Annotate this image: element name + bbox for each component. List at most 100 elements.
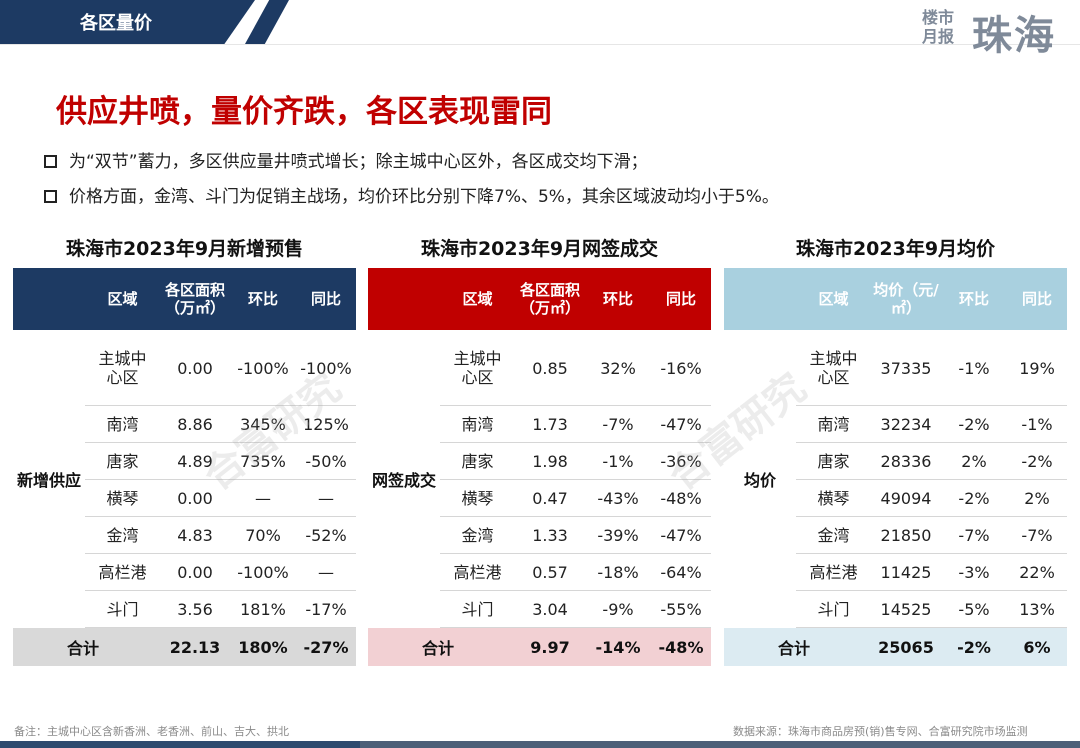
value-cell: 0.00 [177,358,213,378]
total-label: 合计 [421,639,454,658]
row-divider [85,442,356,443]
header-slash-decoration [245,0,289,44]
row-divider [440,479,711,480]
value-cell: -18% [597,563,639,582]
total-row: 合计 25065 -2% 6% [724,628,1067,666]
row-divider [440,405,711,406]
district-cell: 南湾 [817,415,850,434]
value-cell: — [318,563,334,582]
row-divider [796,516,1067,517]
table-row: 横琴 0.00 — — [13,480,356,517]
value-cell: -100% [237,563,289,582]
value-cell: 21850 [880,526,932,545]
value-cell: -7% [1021,526,1053,545]
square-bullet-icon [44,190,57,203]
value-cell: -1% [958,358,990,378]
district-cell: 横琴 [106,489,139,508]
row-divider [440,442,711,443]
table-row: 南湾 8.86 345% 125% [13,406,356,443]
row-divider [796,442,1067,443]
total-value: -14% [595,637,641,657]
value-cell: -47% [660,415,702,434]
bullet-text: 为“双节”蓄力，多区供应量井喷式增长；除主城中心区外，各区成交均下滑； [69,152,648,172]
value-cell: 14525 [880,600,932,619]
table-body: 新增供应 主城中心区 0.00 -100% -100% 南湾 8.86 345% 125% 唐家 4… [13,330,356,628]
row-divider [796,590,1067,591]
value-cell: 32% [600,358,636,378]
total-value: 22.13 [169,637,221,657]
row-divider [85,553,356,554]
district-cell: 横琴 [461,489,494,508]
total-value: 9.97 [530,637,570,657]
row-group-label: 均价 [743,471,776,490]
district-cell: 唐家 [817,452,850,471]
value-cell: -16% [660,358,702,378]
district-cell: 金湾 [106,526,139,545]
value-cell: -100% [237,358,289,378]
value-cell: 3.56 [177,600,213,619]
value-cell: -17% [305,600,347,619]
value-cell: 8.86 [177,415,213,434]
header-band [0,0,255,44]
value-cell: -5% [958,600,990,619]
value-cell: 22% [1019,563,1055,582]
presale-table: 珠海市2023年9月新增预售 区域 各区面积（万㎡） 环比 同比 新增供应 主城中心区 0.0… [13,234,356,666]
value-cell: -55% [660,600,702,619]
total-value: -27% [303,637,349,657]
row-divider [796,405,1067,406]
district-cell: 主城中心区 [453,349,502,387]
value-cell: -7% [602,415,634,434]
table-header-row: 区域 均价（元/㎡） 环比 同比 [724,268,1067,330]
value-cell: -39% [597,526,639,545]
value-cell: -64% [660,563,702,582]
table-row: 金湾 4.83 70% -52% [13,517,356,554]
table-row: 高栏港 0.57 -18% -64% [368,554,711,591]
value-cell: 735% [240,452,286,471]
value-cell: -2% [958,415,990,434]
column-header: 各区面积（万㎡） [519,281,580,317]
table-row: 南湾 32234 -2% -1% [724,406,1067,443]
value-cell: 1.98 [532,452,568,471]
column-header: 同比 [1021,290,1052,308]
bottom-bar-accent [360,741,1080,748]
column-header: 同比 [310,290,341,308]
value-cell: 2% [961,452,987,471]
table-body: 均价 主城中心区 37335 -1% 19% 南湾 32234 -2% -1% 唐家 28336 2%… [724,330,1067,628]
value-cell: -1% [602,452,634,471]
section-title: 各区量价 [80,13,152,34]
value-cell: 345% [240,415,286,434]
value-cell: 4.83 [177,526,213,545]
table-row: 唐家 28336 2% -2% [724,443,1067,480]
value-cell: 19% [1019,358,1055,378]
column-header: 区域 [818,290,849,308]
total-label: 合计 [66,639,99,658]
district-cell: 高栏港 [453,563,502,582]
value-cell: 28336 [880,452,932,471]
value-cell: -7% [958,526,990,545]
row-divider [85,479,356,480]
table-row: 唐家 4.89 735% -50% [13,443,356,480]
total-value: 180% [238,637,288,657]
value-cell: 1.33 [532,526,568,545]
row-divider [440,553,711,554]
column-header: 区域 [107,290,138,308]
value-cell: 0.47 [532,489,568,508]
page-headline: 供应井喷，量价齐跌，各区表现雷同 [56,94,552,130]
table-row: 金湾 1.33 -39% -47% [368,517,711,554]
average-price-table: 珠海市2023年9月均价 区域 均价（元/㎡） 环比 同比 均价 主城中心区 37335 -1%… [724,234,1067,666]
value-cell: -1% [1021,415,1053,434]
table-row: 斗门 3.04 -9% -55% [368,591,711,628]
district-cell: 南湾 [106,415,139,434]
table-header-row: 区域 各区面积（万㎡） 环比 同比 [368,268,711,330]
header-bar: 各区量价 [0,0,1080,44]
district-cell: 金湾 [817,526,850,545]
square-bullet-icon [44,155,57,168]
row-group-label: 新增供应 [16,471,81,490]
value-cell: 0.00 [177,563,213,582]
total-row: 合计 22.13 180% -27% [13,628,356,666]
value-cell: — [255,489,271,508]
value-cell: -52% [305,526,347,545]
column-header: 区域 [462,290,493,308]
value-cell: -2% [1021,452,1053,471]
value-cell: -100% [300,358,352,378]
